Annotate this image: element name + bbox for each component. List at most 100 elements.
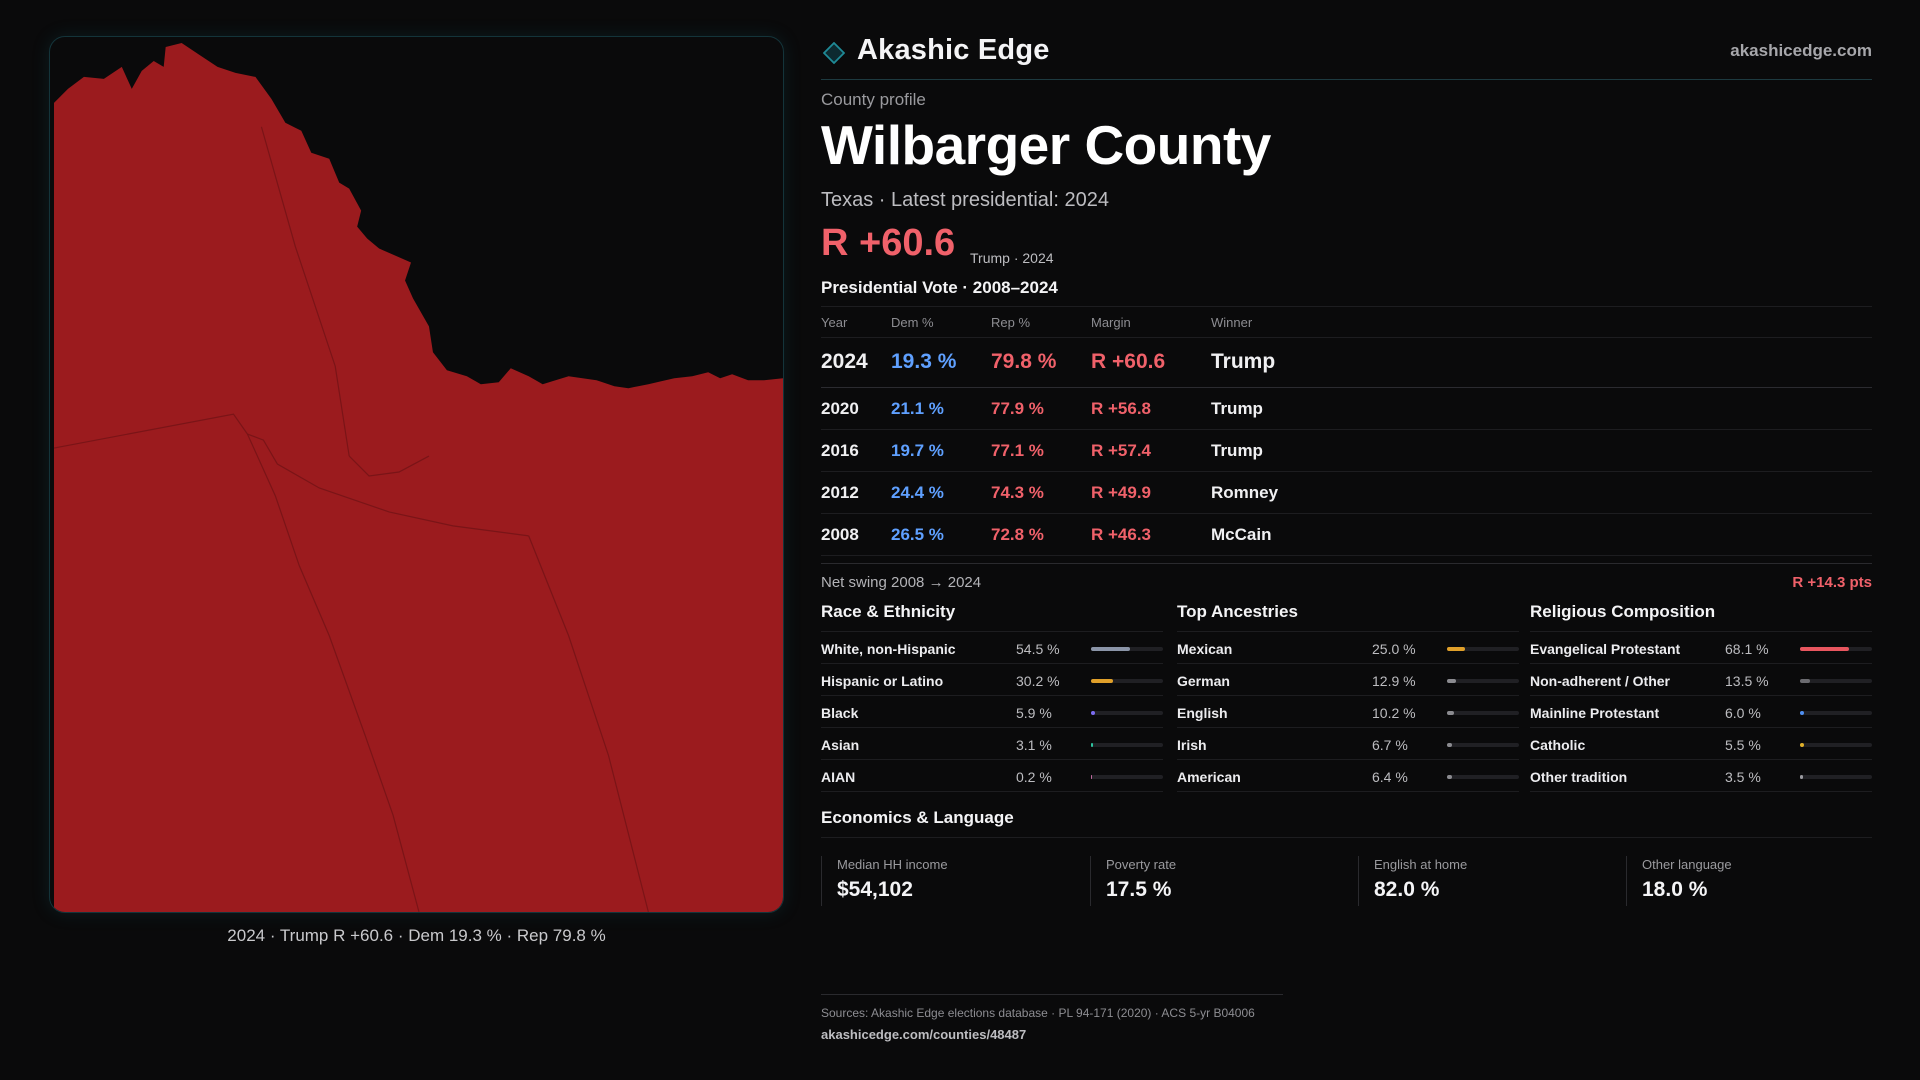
item-value: 3.1 % [1016, 737, 1052, 753]
table-row[interactable]: 2016 19.7 % 77.1 % R +57.4 Trump [821, 430, 1872, 472]
item-value: 6.7 % [1372, 737, 1408, 753]
column-header-margin: Margin [1091, 315, 1131, 330]
row-rep: 77.9 % [991, 399, 1044, 418]
share-bar-fill [1800, 775, 1803, 779]
economics-title: Economics & Language [821, 808, 1014, 827]
item-label: American [1177, 769, 1241, 785]
row-year: 2024 [821, 350, 868, 373]
stat-value: $54,102 [837, 878, 913, 901]
list-item: Non-adherent / Other 13.5 % [1530, 664, 1872, 696]
row-winner: McCain [1211, 525, 1272, 544]
page-title: Wilbarger County [821, 114, 1271, 176]
share-bar [1091, 647, 1163, 651]
row-year: 2020 [821, 399, 859, 418]
list-item: Evangelical Protestant 68.1 % [1530, 632, 1872, 664]
item-value: 30.2 % [1016, 673, 1060, 689]
list-item: Asian 3.1 % [821, 728, 1163, 760]
stat-label: English at home [1374, 857, 1468, 872]
ancestries-section: Top Ancestries Mexican 25.0 % German 12.… [1177, 602, 1519, 792]
item-label: Catholic [1530, 737, 1586, 753]
list-item: Other tradition 3.5 % [1530, 760, 1872, 792]
item-value: 25.0 % [1372, 641, 1416, 657]
row-rep: 79.8 % [991, 350, 1057, 373]
item-label: Irish [1177, 737, 1207, 753]
item-value: 6.4 % [1372, 769, 1408, 785]
item-value: 12.9 % [1372, 673, 1416, 689]
row-margin: R +49.9 [1091, 483, 1152, 502]
share-bar-fill [1447, 743, 1452, 747]
net-swing-label: Net swing 2008 → 2024 [821, 574, 982, 591]
page-subtitle: Texas · Latest presidential: 2024 [821, 189, 1109, 211]
row-margin: R +46.3 [1091, 525, 1152, 544]
stat-value: 82.0 % [1374, 878, 1440, 901]
share-bar [1800, 743, 1872, 747]
row-margin: R +57.4 [1091, 441, 1152, 460]
item-label: AIAN [821, 769, 856, 785]
row-winner: Romney [1211, 483, 1279, 502]
row-winner: Trump [1211, 399, 1263, 418]
divider [821, 994, 1283, 995]
row-year: 2016 [821, 441, 859, 460]
share-bar [1800, 679, 1872, 683]
county-shape[interactable] [53, 42, 783, 912]
share-bar-fill [1091, 679, 1113, 683]
item-label: Mainline Protestant [1530, 705, 1660, 721]
share-bar-fill [1447, 775, 1452, 779]
item-label: Asian [821, 737, 860, 753]
site-link[interactable]: akashicedge.com [1730, 41, 1872, 60]
row-winner: Trump [1211, 441, 1263, 460]
vote-table: Year Dem % Rep % Margin Winner 2024 19.3… [821, 306, 1872, 556]
item-value: 6.0 % [1725, 705, 1761, 721]
stat-card-poverty: Poverty rate 17.5 % [1090, 856, 1342, 906]
list-item: German 12.9 % [1177, 664, 1519, 696]
headline-margin: R +60.6 [821, 222, 956, 264]
share-bar-fill [1091, 743, 1094, 747]
headline-margin-note: Trump · 2024 [970, 250, 1054, 266]
list-item: AIAN 0.2 % [821, 760, 1163, 792]
page-url-link[interactable]: akashicedge.com/counties/48487 [821, 1027, 1027, 1042]
share-bar [1091, 743, 1163, 747]
share-bar-fill [1091, 647, 1131, 651]
header: Akashic Edge akashicedge.com [821, 32, 1872, 80]
row-winner: Trump [1211, 350, 1276, 373]
county-map[interactable] [49, 36, 784, 913]
precinct-lines [53, 126, 649, 912]
stat-value: 17.5 % [1106, 878, 1172, 901]
row-dem: 21.1 % [891, 399, 944, 418]
row-year: 2008 [821, 525, 859, 544]
list-item: White, non-Hispanic 54.5 % [821, 632, 1163, 664]
vote-table-header: Year Dem % Rep % Margin Winner [821, 306, 1872, 338]
table-row[interactable]: 2024 19.3 % 79.8 % R +60.6 Trump [821, 338, 1872, 388]
page-kicker: County profile [821, 90, 926, 109]
item-value: 5.5 % [1725, 737, 1761, 753]
item-value: 54.5 % [1016, 641, 1060, 657]
share-bar-fill [1800, 743, 1804, 747]
share-bar-fill [1800, 711, 1805, 715]
row-rep: 74.3 % [991, 483, 1044, 502]
religion-section: Religious Composition Evangelical Protes… [1530, 602, 1872, 792]
column-header-year: Year [821, 315, 848, 330]
share-bar-fill [1800, 679, 1810, 683]
item-value: 3.5 % [1725, 769, 1761, 785]
share-bar [1091, 775, 1163, 779]
row-rep: 72.8 % [991, 525, 1044, 544]
table-row[interactable]: 2008 26.5 % 72.8 % R +46.3 McCain [821, 514, 1872, 556]
race-ethnicity-title: Race & Ethnicity [821, 602, 1163, 632]
share-bar-fill [1800, 647, 1850, 651]
race-ethnicity-section: Race & Ethnicity White, non-Hispanic 54.… [821, 602, 1163, 792]
row-dem: 19.7 % [891, 441, 944, 460]
brand-name[interactable]: Akashic Edge [857, 34, 1050, 66]
share-bar-fill [1091, 775, 1093, 779]
row-dem: 19.3 % [891, 350, 957, 373]
column-header-rep: Rep % [991, 315, 1031, 330]
table-row[interactable]: 2012 24.4 % 74.3 % R +49.9 Romney [821, 472, 1872, 514]
list-item: Black 5.9 % [821, 696, 1163, 728]
divider [821, 837, 1872, 838]
share-bar [1091, 679, 1163, 683]
net-swing: Net swing 2008 → 2024 R +14.3 pts [821, 563, 1872, 593]
item-label: Mexican [1177, 641, 1233, 657]
vote-section-title: Presidential Vote · 2008–2024 [821, 278, 1058, 297]
table-row[interactable]: 2020 21.1 % 77.9 % R +56.8 Trump [821, 388, 1872, 430]
stat-card-other-language: Other language 18.0 % [1626, 856, 1878, 906]
list-item: Irish 6.7 % [1177, 728, 1519, 760]
